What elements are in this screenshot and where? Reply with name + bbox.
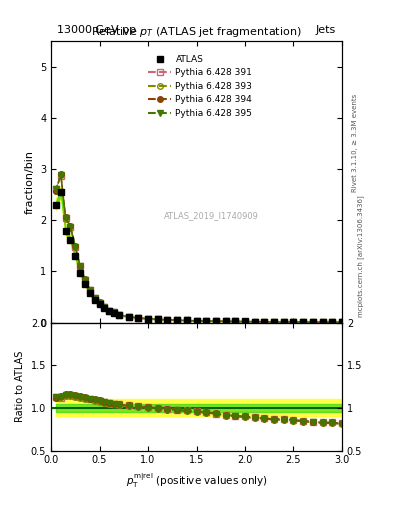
- Text: mcplots.cern.ch [arXiv:1306.3436]: mcplots.cern.ch [arXiv:1306.3436]: [358, 195, 364, 317]
- Text: Rivet 3.1.10, ≥ 3.3M events: Rivet 3.1.10, ≥ 3.3M events: [352, 94, 358, 193]
- Legend: ATLAS, Pythia 6.428 391, Pythia 6.428 393, Pythia 6.428 394, Pythia 6.428 395: ATLAS, Pythia 6.428 391, Pythia 6.428 39…: [145, 51, 256, 121]
- Title: Relative $p_T$ (ATLAS jet fragmentation): Relative $p_T$ (ATLAS jet fragmentation): [91, 26, 302, 39]
- Text: Jets: Jets: [316, 25, 336, 35]
- Text: ATLAS_2019_I1740909: ATLAS_2019_I1740909: [163, 211, 259, 220]
- Y-axis label: fraction/bin: fraction/bin: [24, 150, 35, 214]
- Y-axis label: Ratio to ATLAS: Ratio to ATLAS: [15, 351, 25, 422]
- Text: 13000 GeV pp: 13000 GeV pp: [57, 25, 136, 35]
- X-axis label: $p_{\mathrm{T}}^{\mathrm{m|rel}}$ (positive values only): $p_{\mathrm{T}}^{\mathrm{m|rel}}$ (posit…: [126, 471, 267, 489]
